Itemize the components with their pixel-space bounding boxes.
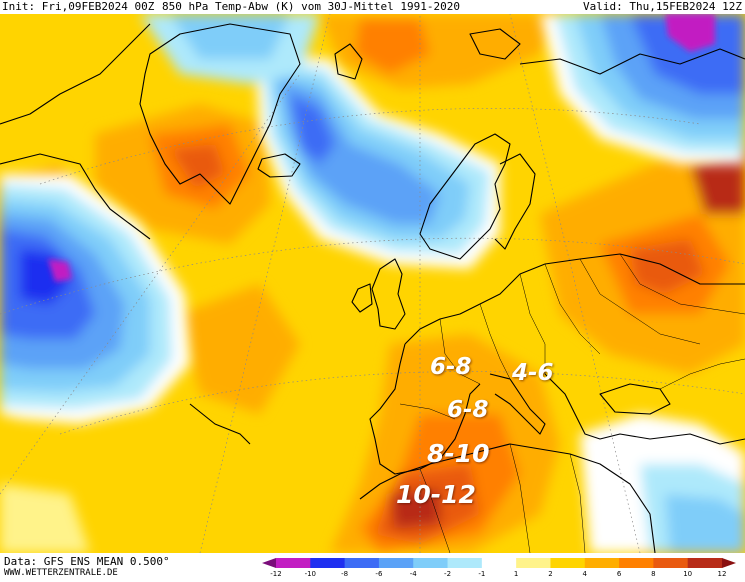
coast-russia-arctic <box>519 48 745 75</box>
legend-tick: -8 <box>341 570 349 578</box>
map-header: Init: Fri,09FEB2024 00Z 850 hPa Temp-Abw… <box>0 0 745 14</box>
legend-swatch <box>516 558 551 568</box>
coast-iberia <box>369 343 481 475</box>
graticule-line <box>59 371 745 435</box>
legend-tick: -10 <box>304 570 317 578</box>
anomaly-darkblue-northeast <box>630 14 745 94</box>
graticule <box>0 14 745 553</box>
legend-swatch <box>413 558 449 568</box>
coast-newfoundland <box>189 403 251 445</box>
legend-tick-labels: -12 -10 -8 -6 -4 -2 -1 1 2 4 6 8 10 12 <box>262 570 736 580</box>
legend-swatch <box>550 558 586 568</box>
legend-swatch <box>722 558 736 568</box>
border-line <box>439 318 481 385</box>
coast-scandinavia <box>419 133 511 260</box>
legend-tick: 8 <box>651 570 656 578</box>
anomaly-darkred-morocco <box>390 489 440 529</box>
valid-time-label: Valid: Thu,15FEB2024 12Z <box>583 0 742 13</box>
coast-franz-josef <box>469 28 521 60</box>
coast-svalbard <box>334 43 363 80</box>
border-line <box>399 403 456 420</box>
graticule-line <box>39 108 701 185</box>
legend-tick: -12 <box>270 570 282 578</box>
temperature-anomaly-map: 6-8 4-6 6-8 8-10 10-12 <box>0 14 745 553</box>
anomaly-annotation: 6-8 <box>447 397 489 423</box>
coast-great-britain <box>371 258 406 330</box>
coast-balkans-turkey <box>544 373 745 445</box>
legend-tick: 1 <box>513 570 519 578</box>
legend-swatch <box>687 558 723 568</box>
map-footer: Data: GFS ENS MEAN 0.500° WWW.WETTERZENT… <box>0 553 745 582</box>
anomaly-annotation: 6-8 <box>430 354 472 380</box>
anomaly-orange-atlantic <box>180 284 300 414</box>
border-line <box>509 443 531 553</box>
coast-labrador <box>0 153 151 240</box>
border-line <box>569 453 586 553</box>
anomaly-magenta-northeast <box>665 14 715 52</box>
coast-finland <box>494 153 536 250</box>
country-borders <box>399 253 745 553</box>
legend-tick: 2 <box>548 570 553 578</box>
anomaly-field <box>0 14 745 553</box>
coast-italy <box>489 373 546 435</box>
legend-swatch <box>584 558 620 568</box>
anomaly-annotation: 8-10 <box>427 439 490 468</box>
border-line <box>579 258 701 345</box>
graticule-line <box>0 73 301 495</box>
border-line <box>659 358 745 390</box>
anomaly-darkblue-norway <box>290 94 335 164</box>
anomaly-paleyellow-southwest <box>0 484 90 553</box>
init-time-label: Init: Fri,09FEB2024 00Z <box>2 0 155 13</box>
coast-greenland <box>139 23 301 205</box>
anomaly-magenta-nwatlantic <box>48 259 72 282</box>
anomaly-red-east <box>630 239 705 294</box>
graticule-line <box>0 237 745 315</box>
legend-color-bar <box>262 558 736 568</box>
legend-swatch <box>653 558 689 568</box>
legend-swatch <box>276 558 311 568</box>
anomaly-annotation: 10-12 <box>396 480 476 509</box>
data-source-label: Data: GFS ENS MEAN 0.500° <box>4 555 170 568</box>
anomaly-annotation: 4-6 <box>512 360 554 386</box>
anomaly-skyblue-southeast <box>665 494 745 553</box>
border-line <box>619 253 745 315</box>
legend-tick: -1 <box>478 570 486 578</box>
legend-swatch <box>262 558 276 568</box>
legend-swatch <box>481 558 517 568</box>
legend-swatch <box>619 558 654 568</box>
border-line <box>419 468 451 553</box>
border-line <box>479 303 511 380</box>
legend-swatch <box>378 558 414 568</box>
coast-ireland <box>351 283 373 313</box>
anomaly-red-greenland <box>170 144 225 189</box>
map-title: 850 hPa Temp-Abw (K) vom 30J-Mittel 1991… <box>162 0 461 13</box>
legend-tick: -2 <box>444 570 452 578</box>
legend-tick: -4 <box>409 570 417 578</box>
anomaly-skyblue-greenland-north <box>170 14 290 59</box>
coast-iceland <box>257 153 301 178</box>
legend-tick: 4 <box>582 570 587 578</box>
border-line <box>519 273 546 374</box>
website-label: WWW.WETTERZENTRALE.DE <box>4 568 118 578</box>
legend-swatch <box>447 558 483 568</box>
legend-tick: -6 <box>375 570 383 578</box>
color-legend: -12 -10 -8 -6 -4 -2 -1 1 2 4 6 8 10 12 <box>262 556 736 580</box>
legend-swatch <box>310 558 346 568</box>
coast-north-africa <box>359 443 656 553</box>
legend-tick: 6 <box>616 570 622 578</box>
legend-tick: 12 <box>717 570 727 578</box>
coast-black-sea <box>599 383 671 415</box>
border-line <box>544 263 601 355</box>
legend-tick: 10 <box>683 570 693 578</box>
anomaly-darkorange-north <box>355 19 430 74</box>
coast-arctic-canada <box>0 23 151 125</box>
legend-swatch <box>344 558 380 568</box>
